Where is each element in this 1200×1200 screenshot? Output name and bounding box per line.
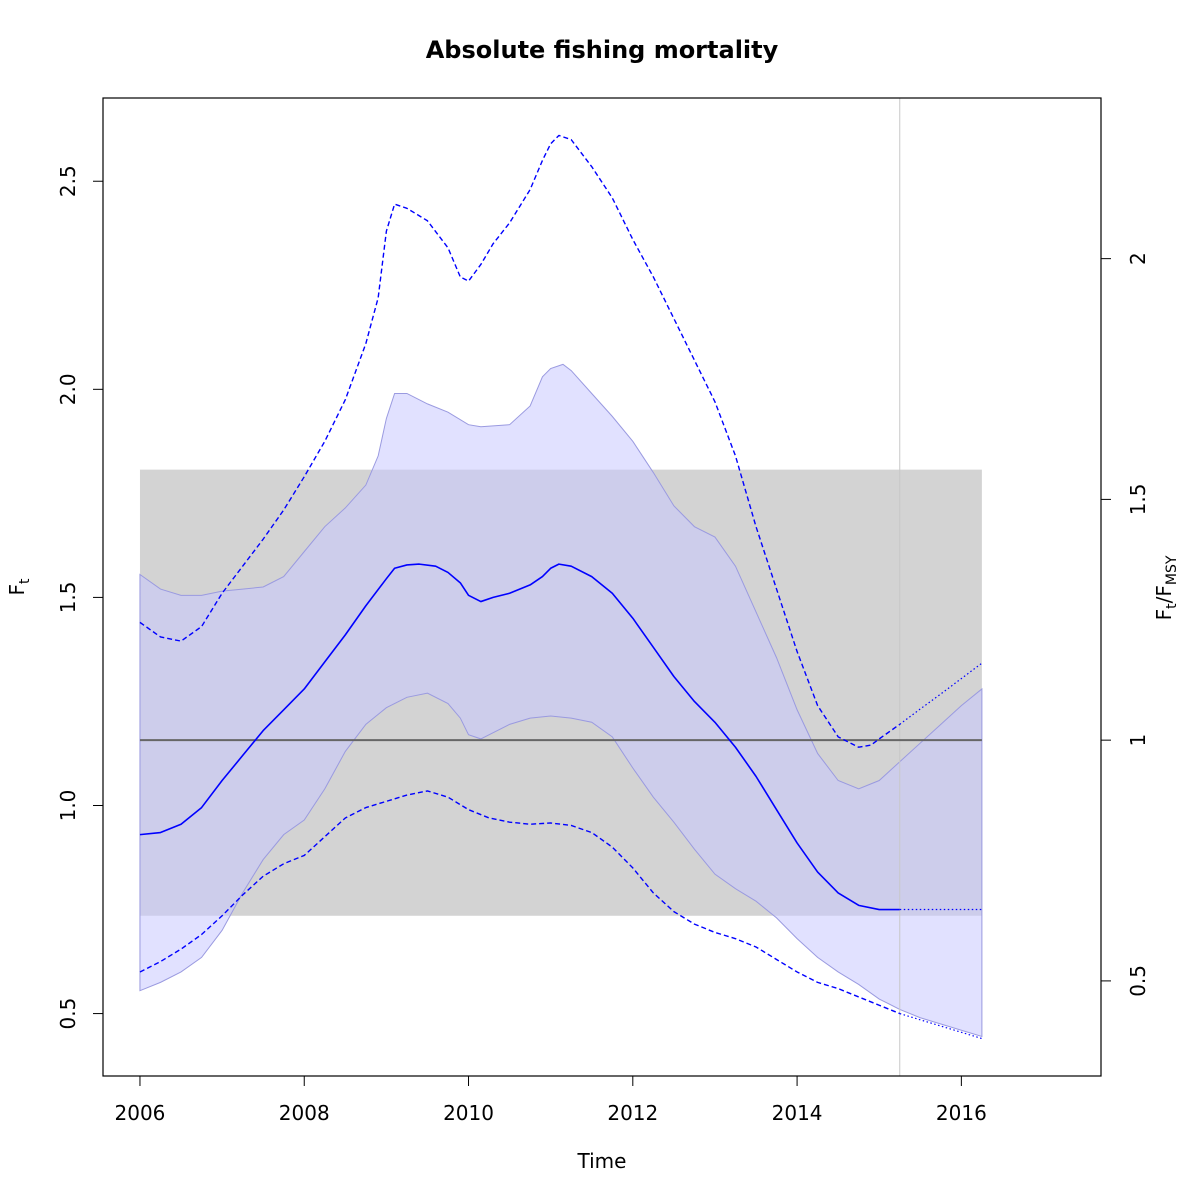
chart-title: Absolute fishing mortality (426, 36, 779, 64)
y-tick-label: 2.5 (56, 165, 80, 197)
y-right-label-a: F (1152, 609, 1176, 621)
f-estimate-line (139, 563, 900, 911)
y-right-label-b: F (1152, 585, 1176, 597)
x-tick-label: 2010 (443, 1101, 494, 1125)
y-right-label-b-sub: MSY (1164, 555, 1180, 585)
x-tick-label: 2012 (607, 1101, 658, 1125)
x-tick-label: 2006 (115, 1101, 166, 1125)
y-axis-left: 0.5 1.0 1.5 2.0 2.5 (56, 165, 104, 1030)
x-tick-label: 2008 (279, 1101, 330, 1125)
ci-upper-forecast-line (899, 662, 983, 725)
y-tick-label: 1.5 (56, 581, 80, 613)
y-right-label-a-sub: t (1164, 603, 1180, 609)
y-right-label-slash: / (1152, 596, 1176, 603)
y-right-tick-label: 0.5 (1126, 965, 1150, 997)
y-right-tick-label: 1.5 (1126, 483, 1150, 515)
x-tick-label: 2016 (936, 1101, 987, 1125)
x-axis: 2006 2008 2010 2012 2014 2016 (115, 1075, 987, 1125)
x-tick-label: 2014 (772, 1101, 823, 1125)
ci-upper-line (139, 134, 901, 748)
y-right-tick-label: 1 (1126, 734, 1150, 747)
y-label-sub: t (17, 578, 33, 584)
y-axis-label-right: Ft/FMSY (1152, 555, 1180, 620)
ci-lower-line (139, 790, 901, 1015)
y-tick-label: 0.5 (56, 998, 80, 1030)
y-tick-label: 1.0 (56, 790, 80, 822)
y-label-main: F (5, 584, 29, 596)
prediction-interval (139, 363, 983, 1038)
plot-area (139, 98, 983, 1076)
y-right-tick-label: 2 (1126, 252, 1150, 265)
y-axis-right: 0.5 1 1.5 2 (1100, 252, 1150, 997)
y-axis-label-left: Ft (5, 578, 33, 596)
y-tick-label: 2.0 (56, 373, 80, 405)
x-axis-label: Time (577, 1149, 627, 1173)
